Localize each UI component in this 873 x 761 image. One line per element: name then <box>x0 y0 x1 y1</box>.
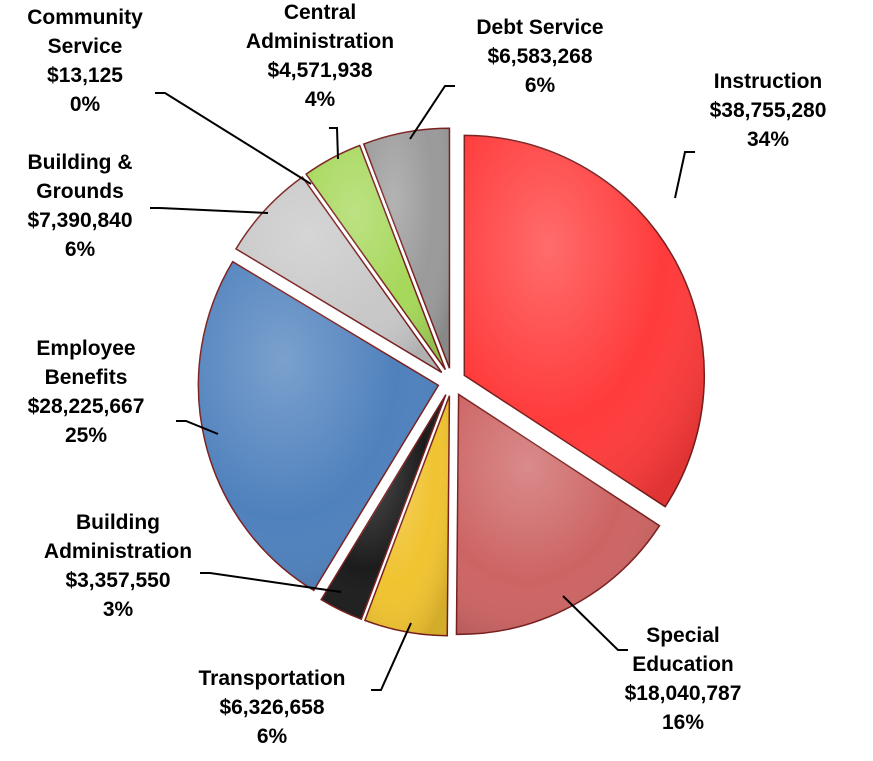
slice-shading-instruction <box>464 135 705 507</box>
label-percent-transportation: 6% <box>257 725 288 748</box>
label-name-community-service: Community <box>27 6 143 29</box>
label-name-special-education: Special <box>646 624 720 647</box>
label-value-central-administration: $4,571,938 <box>267 59 372 82</box>
leader-line-instruction <box>674 151 695 199</box>
label-value-building-grounds: $7,390,840 <box>27 209 132 232</box>
label-name-employee-benefits: Benefits <box>45 366 128 389</box>
label-value-debt-service: $6,583,268 <box>487 45 592 68</box>
leader-line-transportation <box>371 622 412 691</box>
label-value-special-education: $18,040,787 <box>625 682 742 705</box>
label-name-instruction: Instruction <box>714 70 823 93</box>
label-value-community-service: $13,125 <box>47 64 123 87</box>
label-percent-special-education: 16% <box>662 711 704 734</box>
slice-shading-special-education <box>456 394 660 635</box>
slice-shading-transportation <box>364 395 450 636</box>
slice-shading-building-grounds <box>236 177 442 373</box>
label-percent-central-administration: 4% <box>305 88 336 111</box>
label-name-building-administration: Administration <box>44 540 192 563</box>
label-name-building-grounds: Building & <box>28 151 133 174</box>
label-value-transportation: $6,326,658 <box>219 696 324 719</box>
label-percent-building-grounds: 6% <box>65 238 96 261</box>
label-percent-building-administration: 3% <box>103 598 134 621</box>
label-percent-debt-service: 6% <box>525 74 556 97</box>
slice-shading-central-administration <box>306 145 446 370</box>
label-name-debt-service: Debt Service <box>476 16 603 39</box>
label-name-central-administration: Administration <box>246 30 394 53</box>
leader-line-special-education <box>562 595 628 651</box>
leader-line-building-administration <box>200 572 342 593</box>
leader-line-central-administration <box>329 127 339 160</box>
label-percent-instruction: 34% <box>747 128 789 151</box>
label-value-instruction: $38,755,280 <box>710 99 827 122</box>
slice-shading-debt-service <box>363 128 450 369</box>
label-percent-community-service: 0% <box>70 93 101 116</box>
label-name-community-service: Service <box>48 35 123 58</box>
label-name-special-education: Education <box>632 653 734 676</box>
label-name-employee-benefits: Employee <box>36 337 135 360</box>
leader-line-building-grounds <box>150 207 269 214</box>
leader-line-debt-service <box>409 85 455 140</box>
slice-shading-employee-benefits <box>198 261 439 591</box>
leader-line-employee-benefits <box>176 420 219 435</box>
leader-line-community-service <box>155 92 312 185</box>
label-value-building-administration: $3,357,550 <box>65 569 170 592</box>
label-name-transportation: Transportation <box>198 667 345 690</box>
label-percent-employee-benefits: 25% <box>65 424 107 447</box>
label-name-building-administration: Building <box>76 511 160 534</box>
label-name-central-administration: Central <box>284 1 356 24</box>
label-value-employee-benefits: $28,225,667 <box>28 395 145 418</box>
label-name-building-grounds: Grounds <box>36 180 124 203</box>
slice-shading-building-administration <box>321 394 446 620</box>
